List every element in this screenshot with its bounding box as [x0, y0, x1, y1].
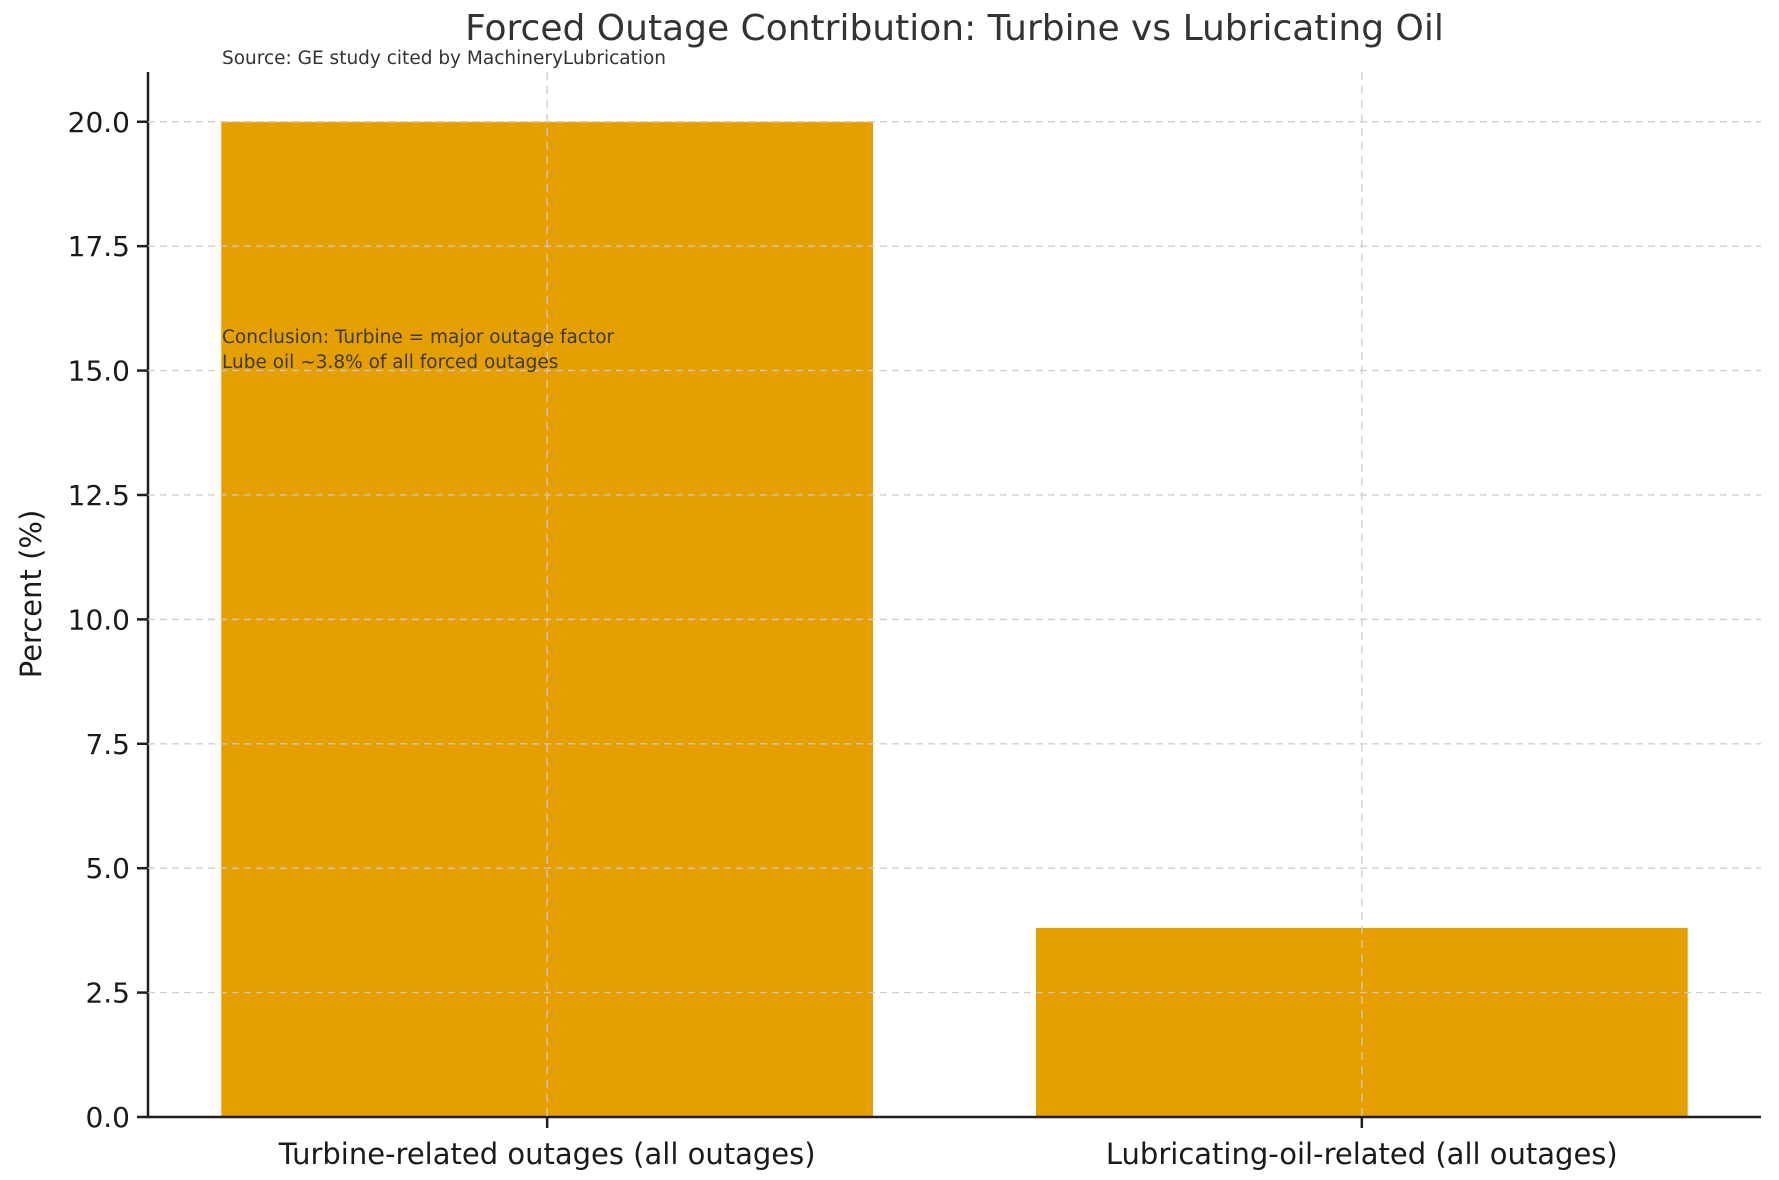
y-tick-label-17.5: 17.5	[68, 230, 130, 263]
y-tick-label-7.5: 7.5	[85, 728, 130, 761]
y-tick-label-15.0: 15.0	[68, 355, 130, 388]
y-tick-label-2.5: 2.5	[85, 977, 130, 1010]
y-tick-label-20.0: 20.0	[68, 106, 130, 139]
annotation-line-1: Conclusion: Turbine = major outage facto…	[222, 327, 615, 348]
annotation: Conclusion: Turbine = major outage facto…	[222, 325, 614, 375]
y-tick-label-0.0: 0.0	[85, 1101, 130, 1134]
y-axis-label: Percent (%)	[14, 509, 48, 679]
y-tick-label-5.0: 5.0	[85, 852, 130, 885]
chart-title: Forced Outage Contribution: Turbine vs L…	[465, 8, 1444, 49]
annotation-line-2: Lube oil ~3.8% of all forced outages	[222, 352, 559, 373]
x-category-label-1: Lubricating-oil-related (all outages)	[1106, 1137, 1618, 1171]
source-note: Source: GE study cited by MachineryLubri…	[222, 48, 667, 69]
x-category-label-0: Turbine-related outages (all outages)	[278, 1137, 816, 1171]
y-tick-label-10.0: 10.0	[68, 603, 130, 636]
y-tick-label-12.5: 12.5	[68, 479, 130, 512]
